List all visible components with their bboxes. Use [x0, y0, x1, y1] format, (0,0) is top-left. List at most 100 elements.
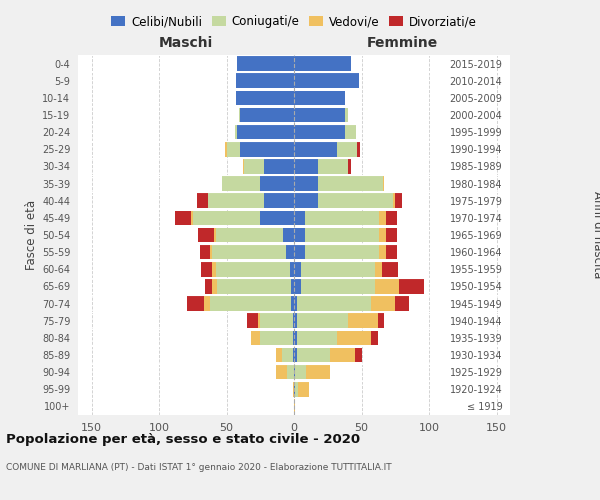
- Bar: [294, 279, 301, 293]
- Bar: [223, 176, 260, 191]
- Bar: [305, 228, 379, 242]
- Bar: [212, 279, 217, 293]
- Bar: [240, 108, 294, 122]
- Bar: [319, 159, 348, 174]
- Bar: [375, 262, 382, 276]
- Bar: [292, 296, 294, 311]
- Bar: [296, 314, 348, 328]
- Bar: [260, 330, 293, 345]
- Bar: [378, 314, 385, 328]
- Bar: [286, 245, 294, 260]
- Bar: [294, 56, 350, 71]
- Bar: [199, 245, 211, 260]
- Bar: [260, 176, 294, 191]
- Bar: [282, 348, 293, 362]
- Bar: [400, 279, 424, 293]
- Bar: [212, 262, 216, 276]
- Bar: [187, 296, 203, 311]
- Bar: [348, 159, 350, 174]
- Bar: [298, 382, 309, 396]
- Bar: [294, 142, 337, 156]
- Bar: [386, 228, 397, 242]
- Bar: [395, 296, 409, 311]
- Bar: [208, 194, 265, 208]
- Bar: [277, 365, 287, 380]
- Bar: [319, 176, 383, 191]
- Bar: [386, 210, 397, 225]
- Bar: [197, 194, 208, 208]
- Bar: [277, 348, 282, 362]
- Bar: [193, 210, 260, 225]
- Bar: [211, 296, 292, 311]
- Bar: [294, 314, 296, 328]
- Text: Popolazione per età, sesso e stato civile - 2020: Popolazione per età, sesso e stato civil…: [6, 432, 360, 446]
- Bar: [198, 228, 214, 242]
- Bar: [265, 159, 294, 174]
- Bar: [294, 399, 295, 413]
- Bar: [225, 142, 227, 156]
- Bar: [260, 210, 294, 225]
- Bar: [216, 228, 283, 242]
- Bar: [296, 348, 331, 362]
- Bar: [212, 245, 286, 260]
- Bar: [319, 194, 392, 208]
- Bar: [331, 348, 355, 362]
- Bar: [235, 125, 238, 140]
- Text: Anni di nascita: Anni di nascita: [590, 192, 600, 278]
- Bar: [379, 210, 386, 225]
- Bar: [236, 90, 294, 105]
- Bar: [205, 279, 212, 293]
- Bar: [294, 108, 346, 122]
- Bar: [260, 314, 293, 328]
- Bar: [379, 245, 386, 260]
- Bar: [375, 279, 400, 293]
- Bar: [301, 262, 375, 276]
- Bar: [294, 194, 319, 208]
- Text: Maschi: Maschi: [159, 36, 213, 50]
- Bar: [295, 365, 306, 380]
- Bar: [294, 382, 295, 396]
- Bar: [214, 228, 216, 242]
- Bar: [203, 296, 211, 311]
- Bar: [294, 262, 301, 276]
- Bar: [247, 314, 257, 328]
- Bar: [294, 176, 319, 191]
- Bar: [294, 296, 296, 311]
- Bar: [238, 56, 294, 71]
- Bar: [294, 210, 305, 225]
- Bar: [191, 210, 193, 225]
- Bar: [296, 296, 371, 311]
- Bar: [348, 314, 378, 328]
- Bar: [355, 348, 361, 362]
- Bar: [287, 365, 294, 380]
- Bar: [294, 365, 295, 380]
- Bar: [201, 262, 212, 276]
- Bar: [386, 245, 397, 260]
- Bar: [293, 348, 294, 362]
- Bar: [383, 176, 385, 191]
- Bar: [294, 330, 296, 345]
- Bar: [392, 194, 395, 208]
- Bar: [243, 159, 244, 174]
- Bar: [294, 348, 296, 362]
- Bar: [294, 74, 359, 88]
- Bar: [294, 228, 305, 242]
- Bar: [293, 382, 294, 396]
- Bar: [290, 262, 294, 276]
- Bar: [395, 194, 402, 208]
- Bar: [293, 330, 294, 345]
- Bar: [265, 194, 294, 208]
- Bar: [293, 314, 294, 328]
- Bar: [371, 330, 378, 345]
- Text: Femmine: Femmine: [367, 36, 437, 50]
- Bar: [216, 262, 290, 276]
- Bar: [337, 330, 371, 345]
- Bar: [236, 74, 294, 88]
- Bar: [257, 314, 260, 328]
- Legend: Celibi/Nubili, Coniugati/e, Vedovi/e, Divorziati/e: Celibi/Nubili, Coniugati/e, Vedovi/e, Di…: [106, 10, 482, 33]
- Bar: [227, 142, 240, 156]
- Bar: [294, 125, 346, 140]
- Bar: [358, 142, 360, 156]
- Bar: [371, 296, 395, 311]
- Bar: [305, 245, 379, 260]
